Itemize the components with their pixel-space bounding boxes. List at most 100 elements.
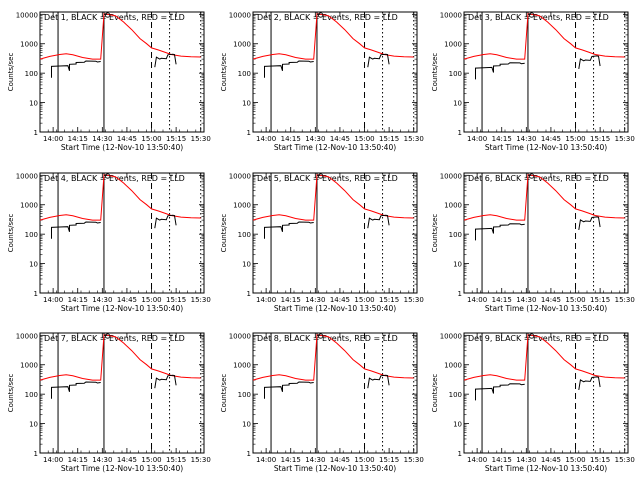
y-tick-label: 10 [29, 100, 38, 108]
lld-series-line [39, 174, 201, 221]
x-tick-label: 14:45 [330, 135, 350, 143]
plot-frame [39, 332, 205, 454]
y-tick-label: 10000 [440, 11, 462, 19]
y-tick-label: 1 [458, 129, 462, 137]
x-tick-label: 14:30 [516, 135, 536, 143]
x-tick-label: 14:45 [330, 296, 350, 304]
x-axis-label: Start Time (12-Nov-10 13:50:40) [61, 304, 183, 313]
x-tick-label: 15:30 [615, 135, 635, 143]
y-tick-label: 10 [453, 100, 462, 108]
x-tick-label: 14:15 [68, 296, 88, 304]
lld-series-line [39, 13, 201, 60]
x-tick-label: 15:00 [141, 135, 161, 143]
y-tick-label: 1000 [444, 362, 462, 370]
x-tick-label: 15:15 [166, 456, 186, 464]
events-series-line [264, 381, 314, 399]
y-tick-label: 10 [242, 100, 251, 108]
x-tick-label: 14:00 [256, 135, 276, 143]
events-series-segment [367, 374, 390, 389]
x-tick-label: 14:45 [541, 296, 561, 304]
flare-marker [317, 12, 324, 18]
events-series-line [475, 223, 525, 241]
x-tick-label: 15:30 [404, 456, 424, 464]
y-tick-label: 10000 [16, 172, 38, 180]
y-tick-label: 1000 [444, 202, 462, 210]
x-tick-label: 14:00 [467, 296, 487, 304]
x-tick-label: 14:30 [305, 135, 325, 143]
panel-det-9: Det 9, BLACK = Events, RED = LLD 1 10 100 10… [431, 332, 635, 473]
y-tick-label: 10 [29, 261, 38, 269]
y-tick-label: 100 [238, 70, 251, 78]
x-tick-label: 14:30 [92, 135, 112, 143]
x-tick-label: 15:15 [590, 135, 610, 143]
x-tick-label: 14:30 [516, 296, 536, 304]
x-tick-label: 15:00 [354, 456, 374, 464]
plot-frame [252, 172, 418, 294]
lld-series-line [463, 13, 625, 60]
y-tick-label: 10000 [440, 332, 462, 340]
x-tick-label: 15:00 [565, 456, 585, 464]
x-tick-label: 14:00 [256, 456, 276, 464]
events-series-segment [154, 374, 177, 389]
y-tick-label: 100 [238, 391, 251, 399]
flare-marker [528, 173, 535, 179]
y-tick-label: 10 [453, 261, 462, 269]
y-tick-label: 1000 [20, 41, 38, 49]
lld-series-line [463, 174, 625, 221]
x-tick-label: 15:30 [615, 296, 635, 304]
y-tick-label: 1 [458, 290, 462, 298]
x-axis-label: Start Time (12-Nov-10 13:50:40) [61, 143, 183, 152]
events-series-segment [578, 216, 601, 230]
events-series-line [264, 221, 314, 239]
x-tick-label: 14:30 [92, 456, 112, 464]
panel-det-6: Det 6, BLACK = Events, RED = LLD 1 10 100 10… [431, 172, 635, 313]
x-tick-label: 14:15 [68, 456, 88, 464]
x-tick-label: 14:45 [117, 135, 137, 143]
x-tick-label: 14:30 [305, 456, 325, 464]
y-tick-label: 10000 [16, 332, 38, 340]
y-tick-label: 10000 [16, 11, 38, 19]
lld-series-line [252, 174, 414, 221]
x-tick-label: 15:30 [191, 296, 211, 304]
y-axis-label: Counts/sec [220, 374, 228, 413]
y-axis-label: Counts/sec [431, 53, 439, 92]
x-tick-label: 14:30 [516, 456, 536, 464]
flare-marker [528, 12, 535, 18]
plot-frame [463, 11, 629, 133]
y-tick-label: 10 [29, 421, 38, 429]
y-tick-label: 1 [247, 290, 251, 298]
x-tick-label: 14:30 [305, 296, 325, 304]
x-tick-label: 15:30 [404, 135, 424, 143]
x-tick-label: 15:00 [565, 135, 585, 143]
x-tick-label: 14:00 [43, 456, 63, 464]
y-tick-label: 1 [247, 129, 251, 137]
plot-frame [39, 172, 205, 294]
events-series-line [475, 62, 525, 80]
x-tick-label: 15:15 [166, 135, 186, 143]
x-tick-label: 15:00 [565, 296, 585, 304]
y-tick-label: 10000 [440, 172, 462, 180]
y-tick-label: 100 [238, 231, 251, 239]
plot-frame [252, 332, 418, 454]
x-tick-label: 15:00 [141, 456, 161, 464]
flare-marker [105, 173, 111, 179]
panel-title: Det 7, BLACK = Events, RED = LLD [44, 334, 185, 343]
panel-title: Det 6, BLACK = Events, RED = LLD [468, 174, 609, 183]
y-axis-label: Counts/sec [431, 214, 439, 253]
y-tick-label: 1 [458, 450, 462, 458]
y-tick-label: 1000 [444, 41, 462, 49]
lld-series-line [39, 334, 201, 381]
x-tick-label: 15:00 [141, 296, 161, 304]
plot-frame [39, 11, 205, 133]
x-axis-label: Start Time (12-Nov-10 13:50:40) [485, 464, 607, 473]
events-series-segment [154, 214, 177, 229]
x-tick-label: 15:15 [590, 456, 610, 464]
y-tick-label: 10 [242, 421, 251, 429]
lld-series-line [252, 334, 414, 381]
x-tick-label: 15:15 [590, 296, 610, 304]
x-tick-label: 14:45 [117, 296, 137, 304]
panel-title: Det 1, BLACK = Events, RED = LLD [44, 13, 185, 22]
flare-marker [528, 333, 535, 339]
x-tick-label: 14:15 [281, 296, 301, 304]
